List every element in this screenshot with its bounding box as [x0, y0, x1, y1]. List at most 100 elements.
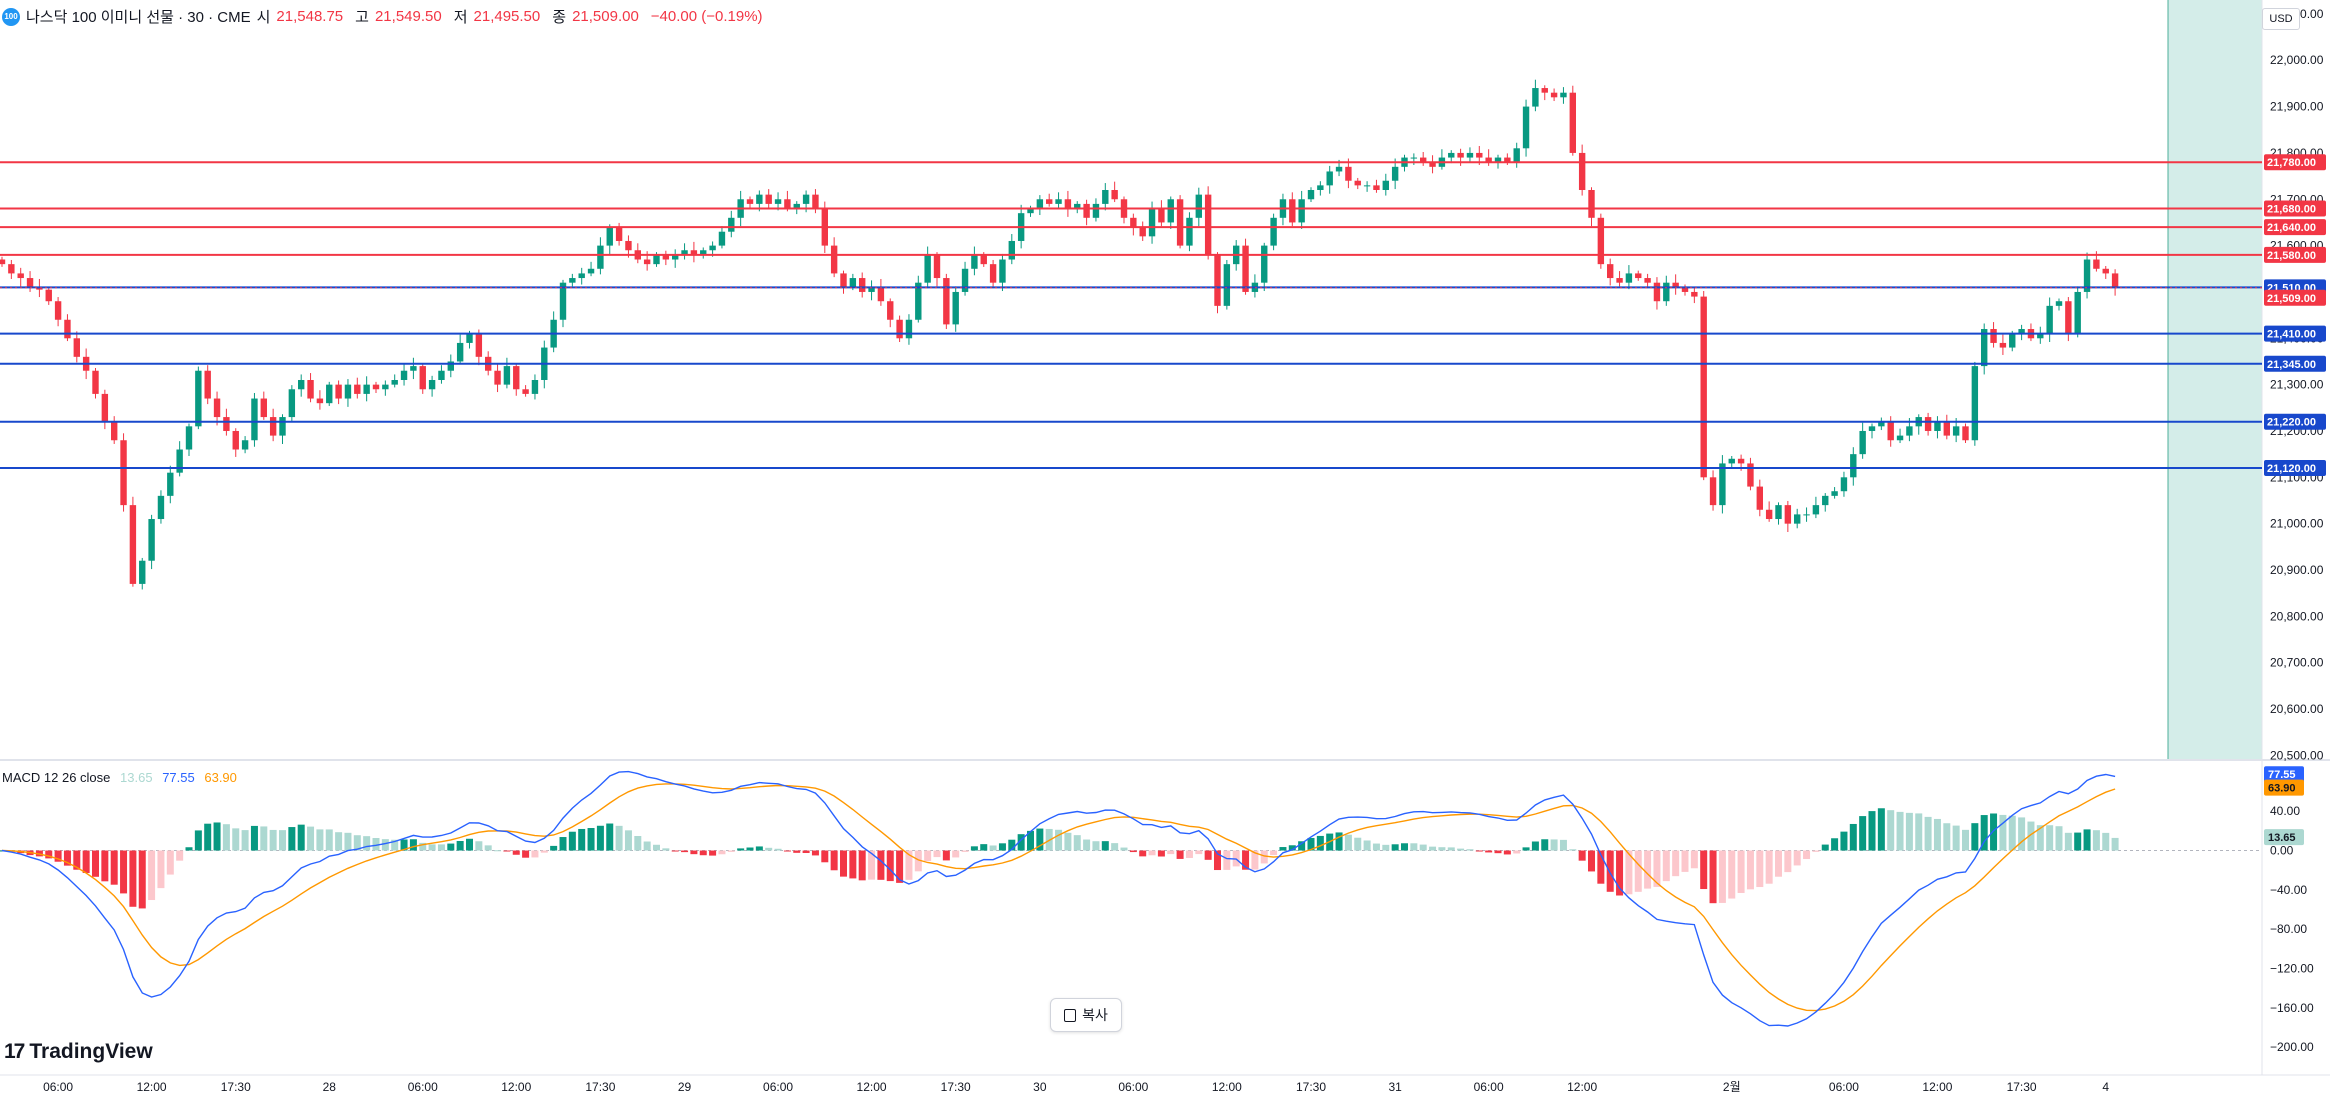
- copy-button-label: 복사: [1082, 1007, 1108, 1023]
- macd-histogram-bar: [1634, 850, 1642, 892]
- macd-histogram-bar: [998, 843, 1006, 851]
- macd-histogram-bar: [1185, 850, 1193, 858]
- macd-histogram-bar: [1896, 811, 1904, 851]
- copy-button[interactable]: 복사: [1050, 998, 1122, 1032]
- price-axis-tick: 21,300.00: [2270, 378, 2324, 392]
- macd-histogram-bar: [587, 828, 595, 851]
- candle-body: [681, 250, 688, 255]
- macd-signal-line: [1, 783, 2116, 1012]
- time-axis-tick: 2월: [1723, 1080, 1741, 1094]
- macd-histogram-bar: [858, 850, 866, 881]
- candle-body: [288, 389, 296, 418]
- macd-histogram-bar: [204, 823, 212, 851]
- macd-histogram-bar: [1718, 850, 1726, 903]
- macd-histogram-bar: [1195, 850, 1203, 855]
- candle-body: [1878, 421, 1885, 427]
- macd-histogram-bar: [905, 850, 913, 880]
- macd-histogram-bar: [297, 824, 305, 851]
- symbol-logo-icon[interactable]: 100: [2, 7, 20, 26]
- macd-histogram-bar: [250, 825, 258, 851]
- macd-histogram-bar: [1372, 843, 1380, 851]
- candle-body: [494, 370, 501, 385]
- macd-signal-label-bg: [2264, 779, 2304, 796]
- macd-histogram-bar: [1849, 823, 1857, 851]
- resistance-level-label: 21,580.00: [2267, 250, 2316, 262]
- macd-histogram-bar: [1887, 810, 1895, 851]
- macd-histogram-bar: [1260, 850, 1268, 864]
- macd-legend[interactable]: MACD 12 26 close 13.65 77.55 63.90: [2, 770, 243, 785]
- candle-body: [1971, 366, 1979, 441]
- macd-histogram-bar: [1616, 850, 1624, 896]
- macd-histogram-bar: [1569, 849, 1577, 851]
- support-level-label: 21,120.00: [2267, 463, 2316, 475]
- tradingview-mark-icon: 17: [4, 1040, 25, 1063]
- candle-body: [1653, 282, 1661, 302]
- candle-body: [1485, 157, 1492, 163]
- candle-body: [241, 440, 249, 450]
- macd-signal-label: 63.90: [2268, 783, 2296, 795]
- macd-histogram-bar: [1354, 837, 1362, 851]
- macd-histogram-bar: [1784, 850, 1792, 873]
- macd-histogram-bar: [1494, 850, 1502, 854]
- candle-body: [1709, 477, 1717, 506]
- candle-body: [802, 194, 810, 204]
- time-axis-tick: 17:30: [941, 1080, 971, 1094]
- candle-body: [1036, 199, 1044, 209]
- candle-body: [1373, 185, 1380, 190]
- macd-histogram-bar: [325, 829, 333, 851]
- candle-body: [307, 380, 314, 399]
- candle-body: [1812, 505, 1820, 515]
- tradingview-brand-name: TradingView: [29, 1040, 153, 1063]
- macd-axis-tick: 40.00: [2270, 804, 2300, 818]
- candle-body: [363, 384, 370, 394]
- candle-body: [1578, 152, 1586, 190]
- candle-body: [195, 370, 202, 427]
- candle-body: [1831, 491, 1838, 496]
- macd-histogram-bar: [1111, 843, 1119, 851]
- candle-body: [1691, 291, 1698, 297]
- candle-body: [64, 319, 71, 339]
- macd-histogram-bar: [793, 850, 801, 853]
- candle-body: [1513, 148, 1520, 163]
- candle-body: [877, 287, 885, 302]
- price-axis-tick: 20,700.00: [2270, 656, 2324, 670]
- macd-histogram-bar: [400, 839, 408, 851]
- candle-body: [1457, 152, 1464, 158]
- macd-histogram-bar: [1765, 850, 1773, 884]
- currency-button[interactable]: USD: [2262, 8, 2300, 30]
- candle-body: [1214, 254, 1221, 306]
- macd-histogram-bar: [101, 850, 109, 882]
- symbol-header: 100 나스닥 100 이미니 선물 · 30 · CME 시 21,548.75…: [2, 6, 769, 27]
- candle-body: [1195, 194, 1202, 218]
- macd-histogram-bar: [2055, 826, 2063, 851]
- time-axis-tick: 06:00: [1829, 1080, 1859, 1094]
- macd-histogram-bar: [634, 836, 642, 851]
- candle-body: [26, 278, 34, 288]
- tradingview-logo[interactable]: 17 TradingView: [4, 1040, 153, 1064]
- macd-histogram-bar: [1307, 837, 1315, 851]
- macd-histogram-bar: [1344, 834, 1352, 851]
- candle-body: [1148, 208, 1156, 237]
- candle-body: [1859, 430, 1866, 455]
- macd-histogram-bar: [120, 850, 128, 894]
- candle-body: [1532, 88, 1539, 107]
- candle-body: [1663, 282, 1670, 302]
- macd-histogram-bar: [1073, 835, 1081, 851]
- candle-body: [1186, 217, 1193, 246]
- candle-body: [204, 370, 211, 399]
- macd-histogram-bar: [1821, 844, 1829, 851]
- macd-histogram-bar: [1120, 847, 1128, 851]
- symbol-title[interactable]: 나스닥 100 이미니 선물 · 30 · CME: [26, 9, 251, 26]
- macd-histogram-bar: [540, 850, 548, 853]
- candle-body: [662, 254, 670, 260]
- time-axis-tick: 12:00: [501, 1080, 531, 1094]
- macd-histogram-bar: [1251, 850, 1259, 870]
- candle-body: [952, 291, 959, 325]
- macd-histogram-bar: [746, 847, 754, 851]
- time-axis-tick: 12:00: [857, 1080, 887, 1094]
- macd-histogram-bar: [1559, 839, 1567, 851]
- macd-histogram-bar: [1971, 823, 1979, 851]
- macd-histogram-bar: [774, 848, 782, 851]
- macd-histogram-bar: [1167, 850, 1175, 855]
